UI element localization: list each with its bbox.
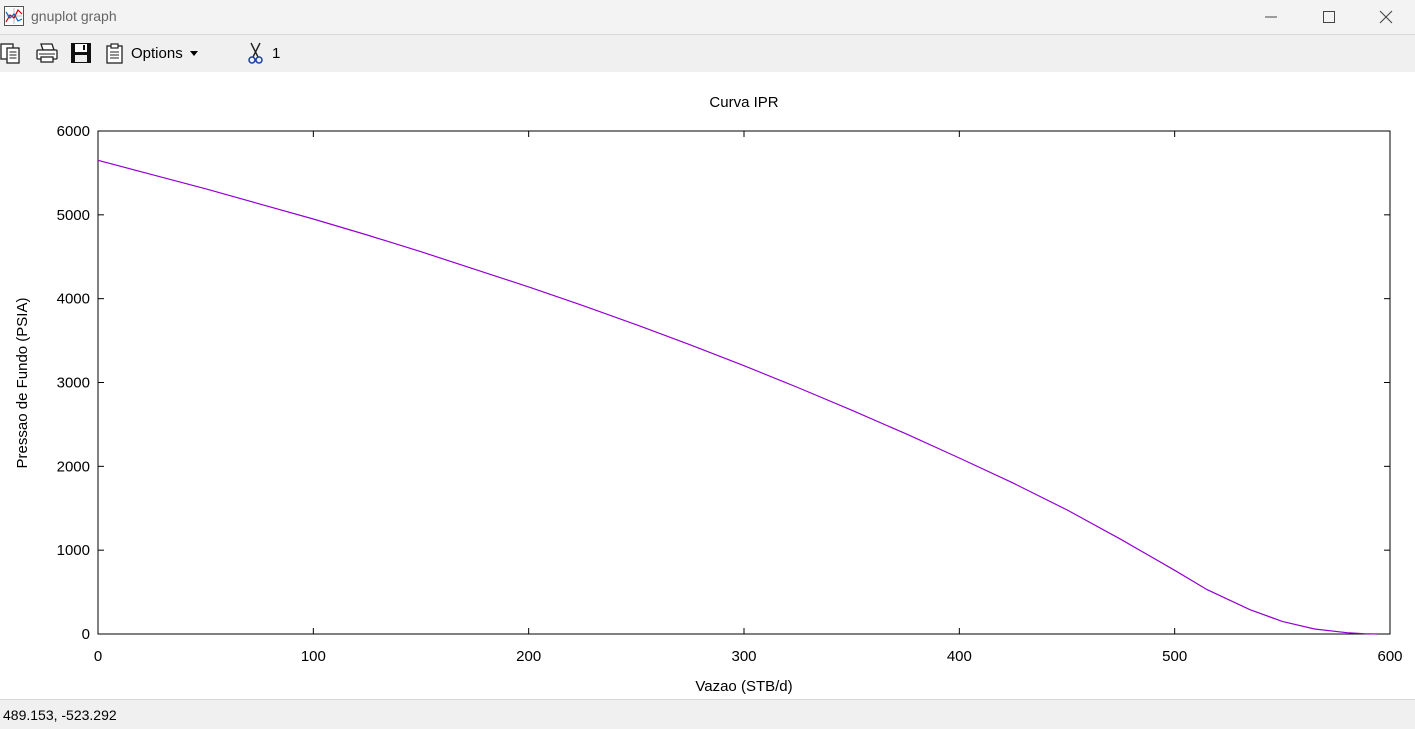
print-button[interactable] bbox=[35, 41, 59, 65]
floppy-disk-icon bbox=[71, 43, 91, 63]
cursor-coordinates: 489.153, -523.292 bbox=[3, 707, 117, 723]
ipr-chart: 0 100 200 300 400 500 600010002000300040005000… bbox=[14, 94, 1403, 695]
toolbar: Options 1 bbox=[0, 34, 1415, 72]
maximize-button[interactable] bbox=[1300, 0, 1358, 34]
x-tick-label: 0 bbox=[94, 648, 102, 665]
title-bar: gnuplot graph bbox=[0, 0, 1415, 34]
maximize-icon bbox=[1323, 11, 1335, 23]
options-label: Options bbox=[131, 44, 183, 62]
axes-layer: 0 100 200 300 400 500 600010002000300040005000… bbox=[57, 123, 1403, 665]
chart-title: Curva IPR bbox=[709, 94, 778, 111]
y-tick-label: 4000 bbox=[57, 291, 90, 308]
options-icon bbox=[106, 43, 123, 64]
print-icon bbox=[36, 43, 58, 63]
close-button[interactable] bbox=[1357, 0, 1415, 34]
gnuplot-app-icon bbox=[4, 6, 24, 26]
cut-button[interactable] bbox=[247, 41, 265, 65]
close-icon bbox=[1379, 10, 1393, 24]
y-tick-label: 2000 bbox=[57, 458, 90, 475]
copy-icon bbox=[0, 43, 20, 64]
y-tick-label: 0 bbox=[82, 626, 90, 643]
y-tick-label: 1000 bbox=[57, 542, 90, 559]
y-tick-label: 3000 bbox=[57, 375, 90, 392]
plot-border bbox=[97, 130, 1391, 635]
cut-count-label: 1 bbox=[272, 45, 281, 62]
minimize-icon bbox=[1265, 16, 1277, 18]
y-axis-label: Pressao de Fundo (PSIA) bbox=[14, 298, 31, 469]
x-tick-label: 400 bbox=[947, 648, 972, 665]
x-tick-label: 200 bbox=[516, 648, 541, 665]
save-button[interactable] bbox=[70, 41, 92, 65]
options-menu-button[interactable]: Options bbox=[105, 41, 198, 65]
minimize-button[interactable] bbox=[1242, 0, 1300, 34]
scissors-icon bbox=[248, 42, 263, 64]
series-layer bbox=[97, 159, 1378, 635]
plot-area[interactable]: 0 100 200 300 400 500 600 0 1000 2000 3000 4000 5000… bbox=[0, 71, 1415, 699]
x-tick-label: 600 bbox=[1377, 648, 1402, 665]
x-tick-label: 100 bbox=[301, 648, 326, 665]
chevron-down-icon bbox=[189, 50, 198, 56]
y-tick-label: 6000 bbox=[57, 123, 90, 140]
x-tick-label: 300 bbox=[731, 648, 756, 665]
x-tick-label: 500 bbox=[1162, 648, 1187, 665]
label-layer: Curva IPR Vazao (STB/d) Pressao de Fundo… bbox=[14, 94, 793, 695]
ipr-curve-line bbox=[97, 159, 1378, 635]
window-title: gnuplot graph bbox=[31, 8, 117, 24]
y-tick-label: 5000 bbox=[57, 207, 90, 224]
x-axis-label: Vazao (STB/d) bbox=[695, 678, 792, 695]
status-bar: 489.153, -523.292 bbox=[0, 699, 1415, 729]
copy-button[interactable] bbox=[0, 41, 22, 65]
